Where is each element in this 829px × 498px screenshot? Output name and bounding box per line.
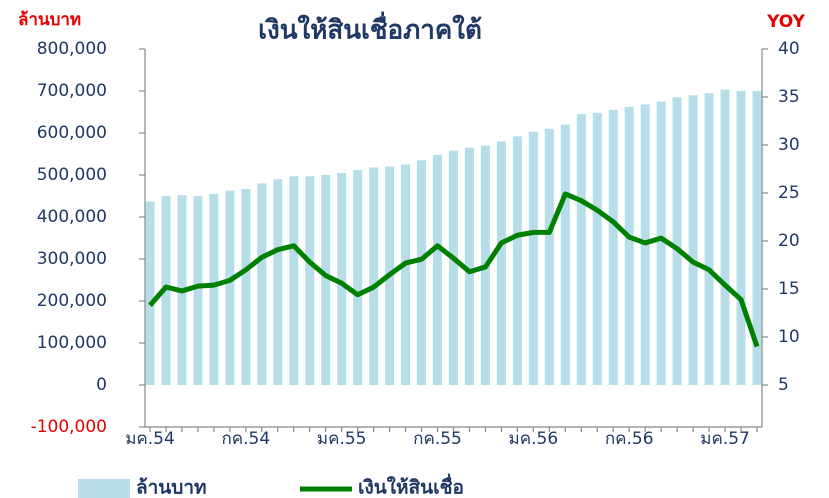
x-tick-label: กค.54 — [221, 429, 270, 449]
y-tick-label: 200,000 — [37, 291, 107, 311]
bar — [624, 106, 634, 386]
y-tick-label: 500,000 — [37, 165, 107, 185]
y2-tick-label: 5 — [778, 375, 789, 395]
bar — [273, 179, 283, 385]
legend-swatch — [78, 479, 130, 498]
bar — [560, 124, 570, 385]
y2-tick-label: 25 — [778, 183, 800, 203]
y-tick-label: 100,000 — [37, 333, 107, 353]
bar — [257, 183, 267, 385]
bar — [353, 169, 363, 385]
y2-tick-label: 15 — [778, 279, 800, 299]
y-tick-label: 300,000 — [37, 249, 107, 269]
bar — [433, 154, 443, 385]
x-tick-label: มค.57 — [700, 429, 750, 449]
y-tick-label: 800,000 — [37, 39, 107, 59]
y-tick-label: 700,000 — [37, 81, 107, 101]
bar — [544, 128, 554, 386]
legend-label: ล้านบาท — [136, 477, 207, 498]
line — [148, 191, 760, 348]
bar — [496, 141, 506, 385]
bar — [417, 160, 427, 385]
x-tick-label: มค.54 — [125, 429, 175, 449]
bar — [656, 101, 666, 385]
x-tick-label: กค.55 — [413, 429, 462, 449]
bar — [512, 136, 522, 385]
y-tick-label: -100,000 — [31, 417, 107, 437]
y2-tick-label: 40 — [778, 39, 800, 59]
bar — [145, 201, 155, 385]
bar — [337, 172, 347, 385]
y2-tick-label: 30 — [778, 135, 800, 155]
bar — [241, 188, 251, 385]
bar — [720, 89, 730, 386]
bar — [464, 147, 474, 385]
bar — [449, 150, 458, 385]
legend-label: เงินให้สินเชื่อ — [358, 474, 464, 498]
bar — [225, 190, 235, 385]
bar — [608, 109, 618, 386]
bar — [704, 93, 714, 385]
bar — [305, 176, 315, 385]
bar — [321, 175, 331, 385]
y2-tick-label: 35 — [778, 87, 800, 107]
y2-tick-label: 10 — [778, 327, 800, 347]
y-axis-label: ล้านบาท — [18, 10, 81, 30]
x-tick-label: มค.55 — [317, 429, 367, 449]
bar — [289, 176, 299, 385]
bar — [193, 196, 203, 385]
bar — [688, 95, 698, 385]
bar — [528, 131, 538, 385]
y-tick-label: 400,000 — [37, 207, 107, 227]
y-tick-label: 0 — [96, 375, 107, 395]
bar — [401, 164, 411, 385]
bar — [576, 114, 586, 385]
y2-axis-label: YOY — [766, 12, 806, 32]
bar — [592, 112, 602, 385]
chart-title: เงินให้สินเชื่อภาคใต้ — [258, 11, 482, 46]
bar — [369, 167, 379, 385]
bar — [736, 91, 746, 385]
bar — [672, 97, 682, 386]
y-tick-label: 600,000 — [37, 123, 107, 143]
bar — [752, 91, 762, 385]
bar — [209, 193, 219, 385]
x-tick-label: กค.56 — [605, 429, 654, 449]
x-tick-label: มค.56 — [509, 429, 559, 449]
y2-tick-label: 20 — [778, 231, 800, 251]
